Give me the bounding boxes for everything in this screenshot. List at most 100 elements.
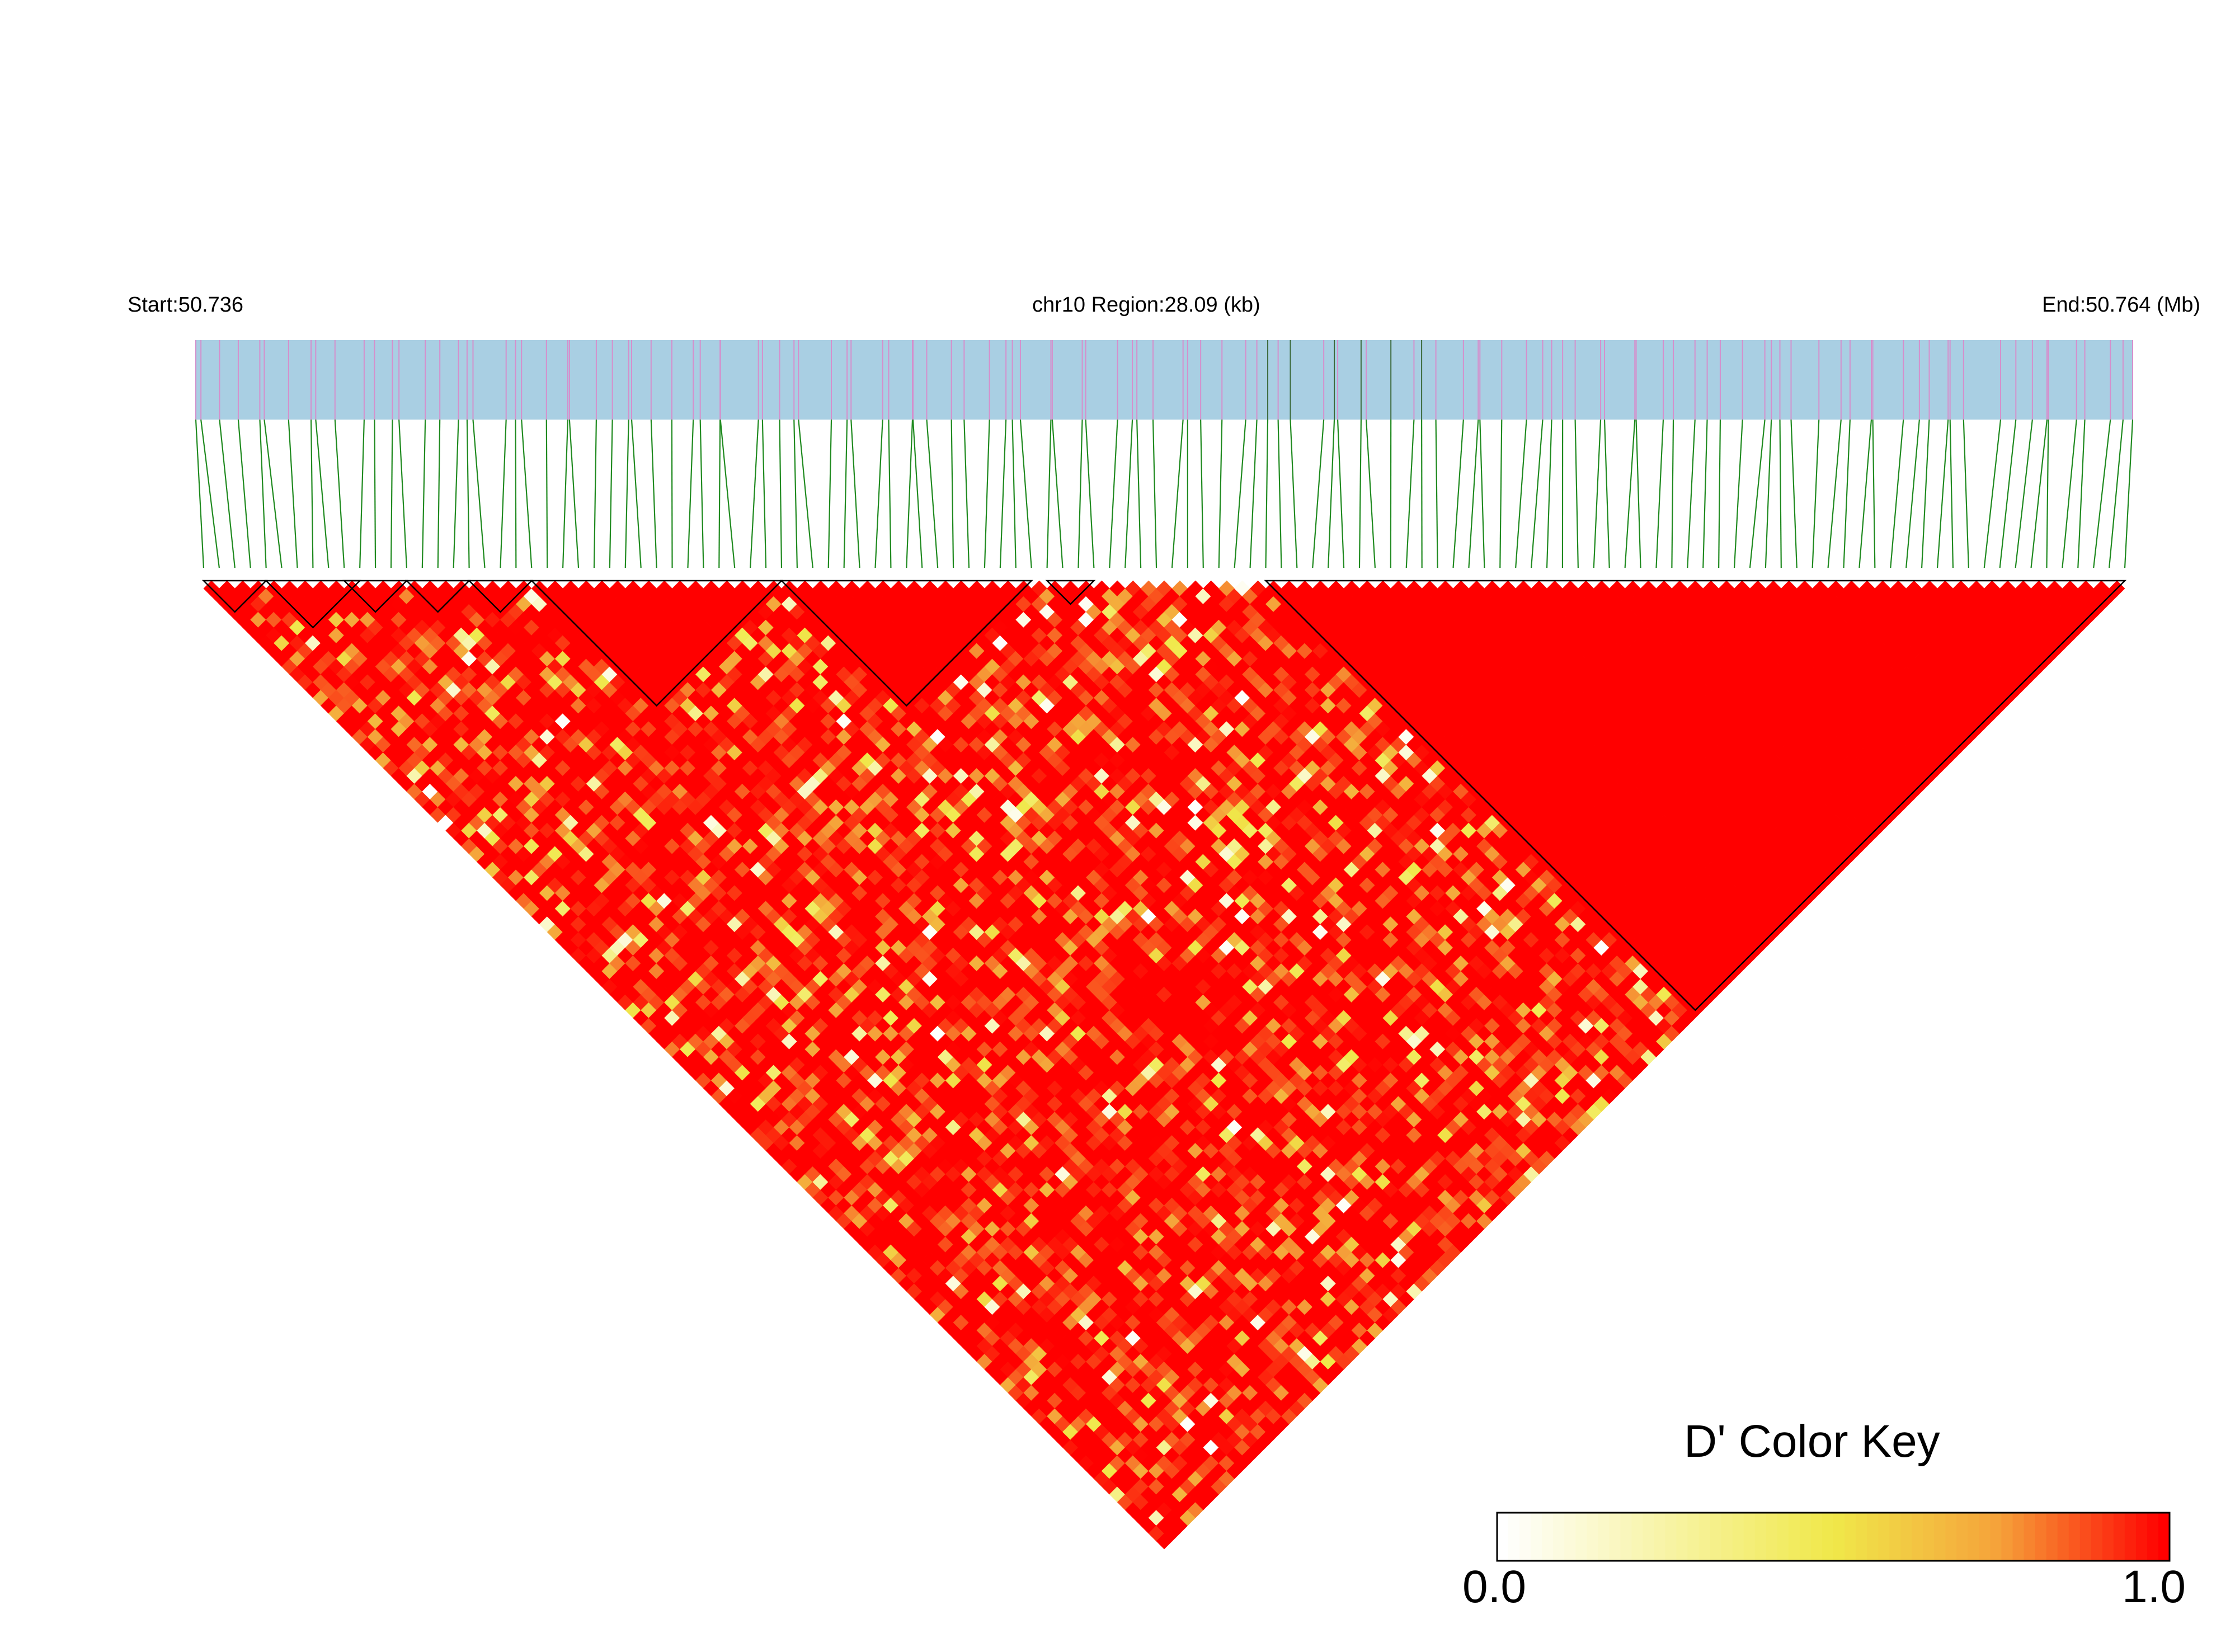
snp-connector <box>1051 419 1064 568</box>
snp-connector <box>1312 419 1325 568</box>
snp-connector <box>1515 419 1527 568</box>
snp-connector <box>963 419 970 568</box>
snp-connector <box>1827 419 1842 568</box>
snp-connector <box>793 419 798 568</box>
snp-connector <box>515 419 517 568</box>
snp-connector <box>951 419 954 568</box>
snp-connector <box>1019 419 1032 568</box>
snp-connector <box>1949 419 1954 568</box>
snp-connector <box>1811 419 1820 568</box>
snp-connector <box>315 419 330 568</box>
snp-connector <box>453 419 459 568</box>
snp-connector <box>195 419 205 568</box>
snp-connector <box>1152 419 1158 568</box>
snp-connectors <box>195 419 2134 568</box>
snp-connector <box>1983 419 2002 568</box>
snp-connector <box>1603 419 1610 568</box>
snp-connector <box>630 419 642 568</box>
snp-connector <box>1999 419 2017 568</box>
snp-connector <box>593 419 597 568</box>
snp-connector <box>718 419 721 568</box>
snp-connector <box>999 419 1007 568</box>
snp-connector <box>1779 419 1782 568</box>
snp-connector <box>1290 419 1298 568</box>
snp-connector <box>912 419 923 568</box>
snp-connector <box>1499 419 1503 568</box>
snp-connector <box>1124 419 1133 568</box>
snp-connector <box>1452 419 1464 568</box>
snp-connector <box>1687 419 1696 568</box>
snp-connector <box>1655 419 1664 568</box>
snp-connector <box>568 419 580 568</box>
snp-connector <box>1328 419 1335 568</box>
snp-connector <box>264 419 283 568</box>
snp-connector <box>1479 419 1485 568</box>
snp-connector <box>687 419 694 568</box>
snp-connector <box>699 419 704 568</box>
snp-connector <box>1635 419 1641 568</box>
snp-connector <box>1546 419 1552 568</box>
snp-connector <box>1921 419 1930 568</box>
snp-connector <box>1749 419 1766 568</box>
snp-connector <box>850 419 860 568</box>
ld-heatmap <box>203 580 2125 1550</box>
snp-connector <box>1277 419 1282 568</box>
snp-connector <box>200 419 220 568</box>
snp-connector <box>888 419 892 568</box>
snp-connector <box>2046 419 2049 568</box>
snp-connector <box>761 419 767 568</box>
snp-connector <box>374 419 377 568</box>
snp-connector <box>1531 419 1544 568</box>
snp-connector <box>1337 419 1345 568</box>
snp-connector <box>1234 419 1246 568</box>
snp-connector <box>874 419 883 568</box>
snp-connector <box>398 419 408 568</box>
snp-connector <box>359 419 365 568</box>
snp-connector <box>2093 419 2111 568</box>
snp-connector <box>1702 419 1708 568</box>
snp-connector <box>288 419 298 568</box>
snp-connector <box>843 419 848 568</box>
snp-connector <box>650 419 657 568</box>
snp-connector <box>1085 419 1095 568</box>
snp-connector <box>1358 419 1362 568</box>
snp-connector <box>1218 419 1223 568</box>
snp-connector <box>310 419 314 568</box>
snp-connector <box>798 419 813 568</box>
snp-connector <box>1624 419 1636 568</box>
snp-connector <box>2124 419 2134 568</box>
snp-connector <box>906 419 914 568</box>
snp-connector <box>237 419 251 568</box>
snp-connector <box>1011 419 1017 568</box>
snp-connector <box>1765 419 1772 568</box>
snp-connector <box>2030 419 2048 568</box>
snp-connector <box>1171 419 1184 568</box>
snp-connector <box>500 419 507 568</box>
snp-connector <box>719 419 736 568</box>
snp-connector <box>2109 419 2124 568</box>
snp-connector <box>437 419 441 568</box>
gene-track <box>196 340 2133 420</box>
snp-connector <box>1890 419 1904 568</box>
snp-connector <box>984 419 990 568</box>
snp-connector <box>1249 419 1258 568</box>
snp-connector <box>1468 419 1479 568</box>
snp-connector <box>334 419 345 568</box>
snp-connector <box>1718 419 1721 568</box>
snp-connector <box>1905 419 1920 568</box>
snp-connector <box>1574 419 1579 568</box>
snp-connector <box>259 419 267 568</box>
snp-connector <box>827 419 832 568</box>
snp-connector <box>1733 419 1743 568</box>
snp-connector <box>390 419 393 568</box>
snp-connector <box>1790 419 1798 568</box>
snp-connector <box>1405 419 1415 568</box>
snp-ticks <box>195 340 2133 420</box>
snp-connector <box>1843 419 1851 568</box>
snp-connector <box>1872 419 1876 568</box>
snp-connector <box>750 419 759 568</box>
snp-connector <box>472 419 486 568</box>
snp-connector <box>1046 419 1052 568</box>
snp-connector <box>1858 419 1872 568</box>
